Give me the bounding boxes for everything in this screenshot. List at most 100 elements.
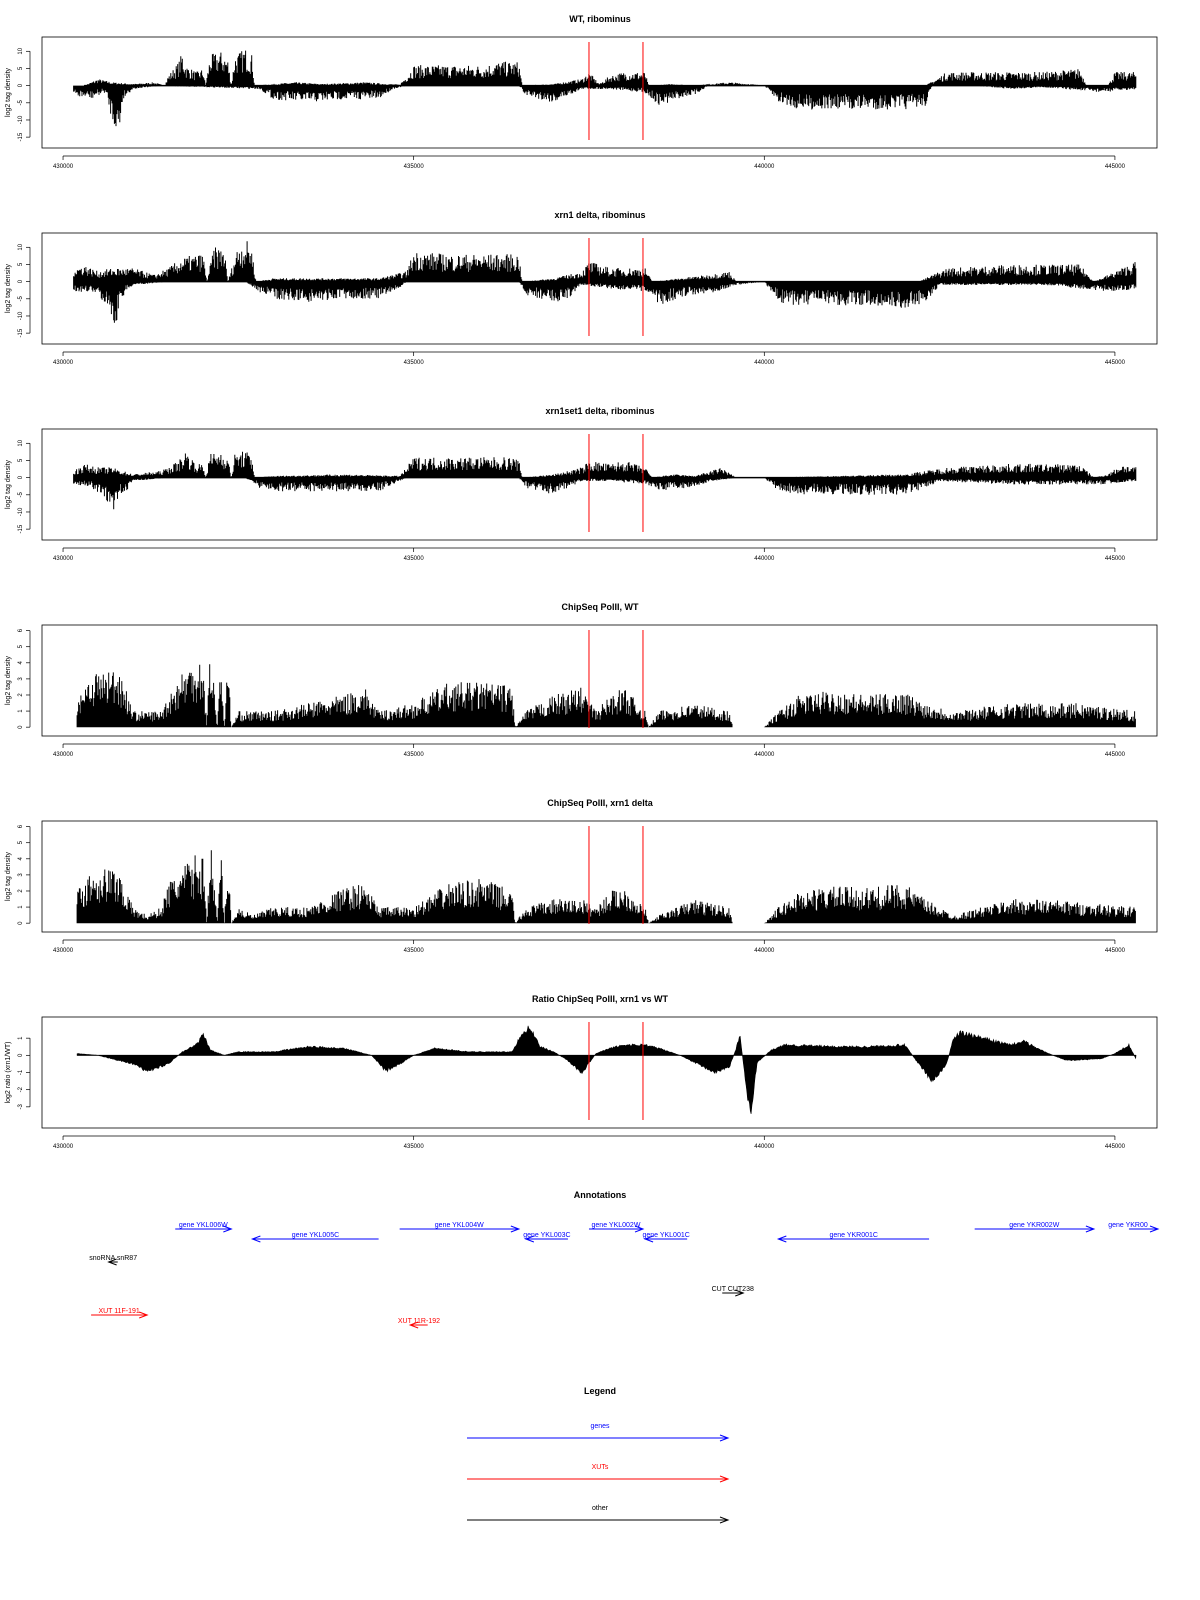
data-series xyxy=(76,664,1136,728)
y-tick-label: 2 xyxy=(18,693,24,697)
feature-arrowhead xyxy=(524,1235,535,1243)
data-bars xyxy=(73,451,1137,510)
feature-label: gene YKR002W xyxy=(1009,1222,1059,1229)
chart-panel-1: WT, ribominus log2 tag density -15 -10 -5 0 5 1… xyxy=(5,14,1158,170)
feature-label: gene YKL003C xyxy=(523,1232,570,1239)
y-tick-label: -10 xyxy=(18,115,24,124)
y-tick-label: -15 xyxy=(18,132,24,141)
feature-label: XUT 11F-191 xyxy=(98,1308,139,1315)
y-tick-label: 5 xyxy=(18,644,24,648)
x-tick-label: 430000 xyxy=(53,1144,74,1150)
x-tick-label: 435000 xyxy=(404,556,425,562)
x-tick-label: 435000 xyxy=(404,752,425,758)
feature-arrowhead xyxy=(223,1225,233,1233)
y-tick-label: 2 xyxy=(18,889,24,893)
y-tick-label: 6 xyxy=(18,628,24,632)
legend-item: XUTs xyxy=(467,1464,730,1483)
x-tick-label: 445000 xyxy=(1105,360,1126,366)
x-tick-label: 435000 xyxy=(404,360,425,366)
annotation-feature: gene YKL002W xyxy=(588,1222,645,1233)
x-tick-label: 445000 xyxy=(1105,1144,1126,1150)
feature-arrowhead xyxy=(408,1321,419,1329)
feature-label: gene YKR00 xyxy=(1108,1222,1148,1229)
plot-frame xyxy=(41,624,1158,737)
data-bars xyxy=(76,664,1136,728)
data-bars xyxy=(76,850,1136,924)
feature-label: snoRNA snR87 xyxy=(89,1255,137,1262)
feature-label: gene YKL004W xyxy=(435,1222,484,1229)
data-bars xyxy=(73,50,1137,127)
chart-title: Ratio ChipSeq PolII, xrn1 vs WT xyxy=(532,994,669,1004)
y-tick-label: 0 xyxy=(18,1053,24,1057)
chart-title: ChipSeq PolII, xrn1 delta xyxy=(547,798,654,808)
annotation-feature: gene YKR002W xyxy=(974,1222,1096,1233)
x-tick-label: 430000 xyxy=(53,360,74,366)
x-tick-label: 445000 xyxy=(1105,948,1126,954)
x-tick-label: 445000 xyxy=(1105,556,1126,562)
y-tick-label: 1 xyxy=(18,709,24,713)
x-tick-label: 435000 xyxy=(404,1144,425,1150)
feature-arrowhead xyxy=(250,1235,261,1243)
y-tick-label: 10 xyxy=(18,243,24,250)
x-tick-label: 430000 xyxy=(53,752,74,758)
y-tick-label: 5 xyxy=(18,840,24,844)
annotation-feature: XUT 11F-191 xyxy=(91,1308,149,1319)
x-tick-label: 445000 xyxy=(1105,752,1126,758)
x-tick-label: 440000 xyxy=(754,360,775,366)
legend-panel: Legend genes XUTs other xyxy=(467,1386,730,1524)
annotation-feature: gene YKL004W xyxy=(399,1222,521,1233)
annotation-feature: XUT 11R-192 xyxy=(398,1318,440,1329)
x-tick-label: 435000 xyxy=(404,948,425,954)
y-tick-label: -1 xyxy=(18,1069,24,1075)
data-series xyxy=(73,451,1137,510)
y-tick-label: -5 xyxy=(18,491,24,497)
y-tick-label: 5 xyxy=(18,458,24,462)
legend-title: Legend xyxy=(584,1386,616,1396)
y-tick-label: 5 xyxy=(18,66,24,70)
annotations-panel: Annotations gene YKL006W gene YKL005C gene … xyxy=(89,1190,1160,1329)
y-tick-label: 3 xyxy=(18,873,24,877)
legend-item: genes xyxy=(467,1423,730,1442)
x-tick-label: 440000 xyxy=(754,1144,775,1150)
plot-frame xyxy=(41,1016,1158,1129)
legend-item: other xyxy=(467,1505,730,1524)
chart-panel-4: ChipSeq PolII, WT log2 tag density 0 1 2 3 4 5 6… xyxy=(5,602,1158,758)
chart-title: xrn1 delta, ribominus xyxy=(554,210,645,220)
feature-arrowhead xyxy=(139,1311,149,1319)
chart-panel-5: ChipSeq PolII, xrn1 delta log2 tag densit… xyxy=(5,798,1158,954)
y-tick-label: 0 xyxy=(18,725,24,729)
x-tick-label: 440000 xyxy=(754,164,775,170)
legend-arrowhead xyxy=(719,1434,730,1442)
y-tick-label: 6 xyxy=(18,824,24,828)
annotation-feature: gene YKR00 xyxy=(1108,1222,1160,1233)
y-tick-label: 4 xyxy=(18,660,24,664)
annotation-feature: gene YKL006W xyxy=(175,1222,233,1233)
y-tick-label: -10 xyxy=(18,311,24,320)
feature-label: gene YKL005C xyxy=(292,1232,339,1239)
data-series xyxy=(76,850,1136,924)
chart-panel-3: xrn1set1 delta, ribominus log2 tag densit… xyxy=(5,406,1158,562)
annotation-feature: gene YKL005C xyxy=(250,1232,379,1243)
y-axis-label: log2 tag density xyxy=(5,67,12,117)
feature-arrowhead xyxy=(1085,1225,1096,1233)
feature-label: gene YKL002W xyxy=(592,1222,641,1229)
chart-panel-2: xrn1 delta, ribominus log2 tag density -15… xyxy=(5,210,1158,366)
y-axis-label: log2 tag density xyxy=(5,459,12,509)
annotation-feature: gene YKL003C xyxy=(523,1232,571,1243)
y-tick-label: -2 xyxy=(18,1086,24,1092)
feature-label: gene YKL001C xyxy=(642,1232,689,1239)
y-axis-label: log2 ratio (xrn1/WT) xyxy=(5,1042,12,1104)
chart-title: xrn1set1 delta, ribominus xyxy=(545,406,654,416)
y-axis-label: log2 tag density xyxy=(5,851,12,901)
y-tick-label: 1 xyxy=(18,905,24,909)
feature-arrowhead xyxy=(776,1235,787,1243)
annotations-title: Annotations xyxy=(574,1190,627,1200)
feature-arrowhead xyxy=(735,1289,745,1297)
legend-label: XUTs xyxy=(592,1464,609,1471)
annotation-feature: CUT CUT238 xyxy=(712,1286,754,1297)
feature-arrowhead xyxy=(1149,1225,1160,1233)
y-tick-label: -15 xyxy=(18,524,24,533)
feature-label: XUT 11R-192 xyxy=(398,1318,440,1325)
feature-label: gene YKR001C xyxy=(829,1232,878,1239)
